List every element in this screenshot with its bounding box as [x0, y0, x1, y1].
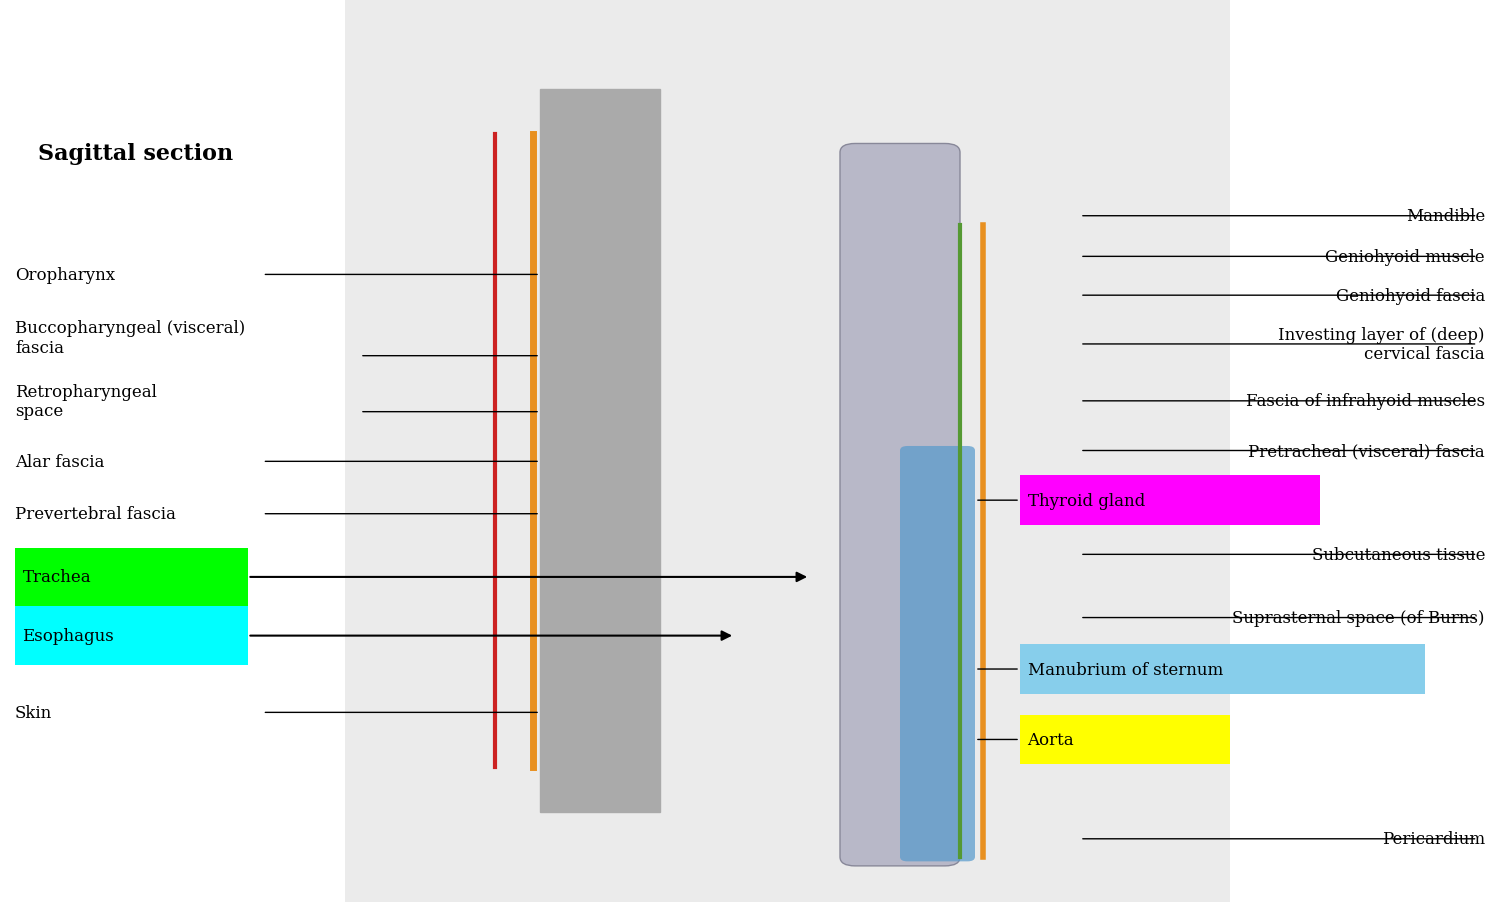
FancyBboxPatch shape [15, 607, 248, 666]
FancyBboxPatch shape [900, 446, 975, 861]
Text: Fascia of infrahyoid muscles: Fascia of infrahyoid muscles [1246, 393, 1485, 410]
Text: Mandible: Mandible [1406, 208, 1485, 225]
Text: Investing layer of (deep)
cervical fascia: Investing layer of (deep) cervical fasci… [1278, 327, 1485, 363]
Text: Geniohyoid muscle: Geniohyoid muscle [1326, 249, 1485, 265]
Text: Aorta: Aorta [1028, 732, 1074, 748]
Text: Retropharyngeal
space: Retropharyngeal space [15, 383, 158, 419]
FancyBboxPatch shape [1020, 476, 1320, 525]
FancyBboxPatch shape [345, 0, 1230, 902]
Text: Thyroid gland: Thyroid gland [1028, 492, 1144, 509]
Text: Suprasternal space (of Burns): Suprasternal space (of Burns) [1233, 610, 1485, 626]
Text: Prevertebral fascia: Prevertebral fascia [15, 506, 176, 522]
FancyBboxPatch shape [15, 548, 248, 606]
Text: Subcutaneous tissue: Subcutaneous tissue [1311, 547, 1485, 563]
Text: Esophagus: Esophagus [22, 628, 114, 644]
Text: Pericardium: Pericardium [1382, 831, 1485, 847]
FancyBboxPatch shape [1020, 714, 1230, 765]
FancyBboxPatch shape [1020, 644, 1425, 695]
Text: Oropharynx: Oropharynx [15, 267, 116, 283]
Text: Alar fascia: Alar fascia [15, 454, 105, 470]
Bar [540, 90, 660, 812]
Text: Trachea: Trachea [22, 569, 92, 585]
Text: Manubrium of sternum: Manubrium of sternum [1028, 661, 1222, 677]
Text: Geniohyoid fascia: Geniohyoid fascia [1335, 288, 1485, 304]
FancyBboxPatch shape [840, 144, 960, 866]
Text: Buccopharyngeal (visceral)
fascia: Buccopharyngeal (visceral) fascia [15, 320, 246, 356]
Text: Pretracheal (visceral) fascia: Pretracheal (visceral) fascia [1248, 443, 1485, 459]
Text: Sagittal section: Sagittal section [38, 143, 232, 164]
Text: Skin: Skin [15, 704, 52, 721]
